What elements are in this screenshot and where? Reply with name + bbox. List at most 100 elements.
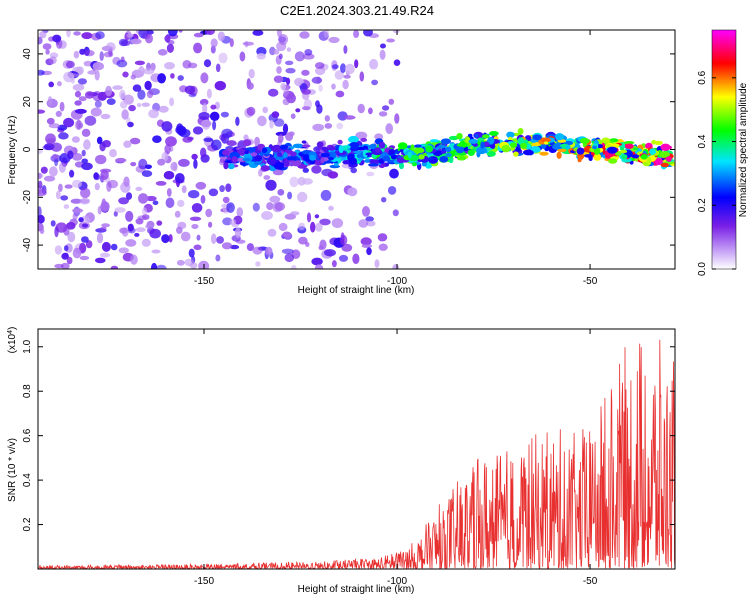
spectrogram-band-cell (474, 134, 479, 138)
spectrogram-noise-cell (315, 100, 320, 108)
spectrogram-band-cell (592, 145, 597, 150)
spectrogram-noise-cell (276, 66, 282, 74)
spectrogram-noise-cell (286, 93, 296, 104)
spectrogram-band-cell (284, 159, 290, 167)
spectrogram-noise-cell (226, 202, 235, 214)
spectrogram-noise-cell (96, 232, 104, 244)
spectrogram-band-cell (425, 145, 434, 153)
spectrogram-band-cell (290, 151, 297, 157)
spectrogram-noise-cell (265, 179, 277, 191)
spectrogram-noise-cell (209, 111, 220, 122)
spectrogram-noise-cell (60, 195, 69, 201)
spectrogram-noise-cell (340, 232, 345, 243)
spectrogram-noise-cell (359, 71, 365, 82)
spectrogram-noise-cell (298, 236, 308, 245)
spectrogram-noise-cell (157, 73, 167, 84)
snr-x-ticks: -150 -100 -50 (194, 329, 598, 587)
spectrogram-noise-cell (239, 51, 246, 62)
spectrogram-band-cell (336, 150, 347, 156)
spectrogram-band-cell (320, 152, 331, 158)
snr-frame (37, 328, 676, 570)
spectrogram-noise-cell (148, 109, 160, 119)
spectrogram-noise-cell (146, 90, 154, 99)
spectrogram-noise-cell (285, 60, 294, 66)
spectrogram-band-cell (348, 135, 359, 144)
spectrogram-noise-cell (353, 30, 360, 38)
spectrogram-noise-cell (324, 115, 330, 122)
spectrogram-noise-cell (158, 105, 169, 113)
spectrogram-noise-cell (155, 181, 167, 186)
spectrogram-noise-cell (365, 216, 375, 222)
spectrogram-noise-cell (269, 119, 274, 129)
spectrogram-band-cell (440, 138, 451, 145)
spectrogram-noise-cell (360, 237, 372, 246)
spectrogram-noise-cell (81, 236, 89, 243)
spectrogram-band-cell (301, 140, 307, 144)
spectrogram-noise-cell (278, 34, 289, 45)
spectrogram-band-cell (555, 133, 565, 141)
spectrogram-noise-cell (72, 153, 83, 161)
spectrogram-noise-cell (67, 150, 74, 160)
spectrogram-band-cell (231, 156, 238, 163)
spectrogram-noise-cell (221, 242, 233, 250)
spectrogram-noise-cell (101, 223, 110, 228)
colorbar-tick-label: 0.0 (697, 262, 708, 276)
spectrogram-noise-cell (182, 60, 192, 69)
spectrogram-band-cell (261, 147, 268, 153)
spectrogram-noise-cell (105, 85, 113, 97)
spectrogram-noise-cell (100, 113, 111, 120)
spectrogram-noise-cell (196, 234, 201, 241)
snr-y-tick-label: 0.6 (22, 428, 33, 442)
spectrogram-noise-cell (271, 111, 280, 118)
spectrogram-band-cell (229, 151, 241, 160)
spectrogram-noise-cell (112, 85, 123, 90)
spectrogram-noise-cell (142, 214, 150, 221)
spectrogram-noise-cell (331, 218, 344, 229)
spectrogram-band-cell (414, 144, 422, 148)
spectrogram-noise-cell (72, 179, 82, 188)
spectrogram-noise-cell (118, 197, 129, 205)
spectrogram-noise-cell (281, 248, 294, 254)
spectrogram-band-cell (483, 141, 490, 147)
spectrogram-noise-cell (72, 83, 85, 91)
spectrogram-noise-cell (268, 88, 279, 97)
spectrogram-noise-cell (385, 123, 394, 135)
spectrogram-noise-cell (100, 169, 109, 180)
spectrogram-noise-cell (76, 66, 84, 75)
spectrogram-band-cell (320, 157, 325, 164)
spectrogram-noise-cell (138, 193, 149, 204)
spectrogram-noise-cell (69, 169, 75, 178)
spectrogram-band-cell (411, 162, 417, 167)
spectrogram-band-cell (328, 156, 334, 161)
spectrogram-noise-cell (295, 108, 301, 113)
spectrogram-band-cell (337, 157, 342, 164)
spectrogram-band-cell (623, 141, 635, 145)
spectrogram-x-ticks: -150 -100 -50 (194, 30, 598, 287)
spectrogram-noise-cell (220, 133, 230, 144)
spectrogram-noise-cell (38, 223, 44, 232)
spectrogram-noise-cell (193, 42, 203, 54)
spectrogram-noise-cell (246, 243, 254, 252)
spectrogram-noise-cell (63, 204, 70, 210)
spectrogram-noise-cell (368, 107, 373, 115)
spectrogram-noise-cell (100, 226, 107, 231)
spectrogram-noise-cell (65, 60, 75, 69)
spectrogram-noise-cell (103, 51, 114, 58)
spectrogram-noise-cell (347, 187, 358, 197)
spectrogram-noise-cell (55, 190, 61, 200)
snr-x-tick-label: -150 (194, 576, 214, 587)
spectrogram-noise-cell (350, 167, 358, 174)
spectrogram-band-cell (544, 141, 549, 145)
spectrogram-noise-cell (192, 126, 204, 135)
snr-y-multiplier-base: (x10 (7, 333, 18, 353)
spectrogram-noise-cell (252, 30, 264, 36)
spectrogram-band-cell (439, 156, 449, 163)
spectrogram-noise-cell (222, 217, 233, 226)
spectrogram-noise-cell (366, 220, 376, 227)
spectrogram-band-cell (349, 142, 359, 150)
spectrogram-noise-cell (256, 53, 266, 60)
spectrogram-noise-cell (135, 227, 146, 233)
spectrogram-noise-cell (107, 179, 119, 189)
spectrogram-band-cell (357, 146, 366, 151)
spectrogram-band-cell (341, 145, 351, 149)
